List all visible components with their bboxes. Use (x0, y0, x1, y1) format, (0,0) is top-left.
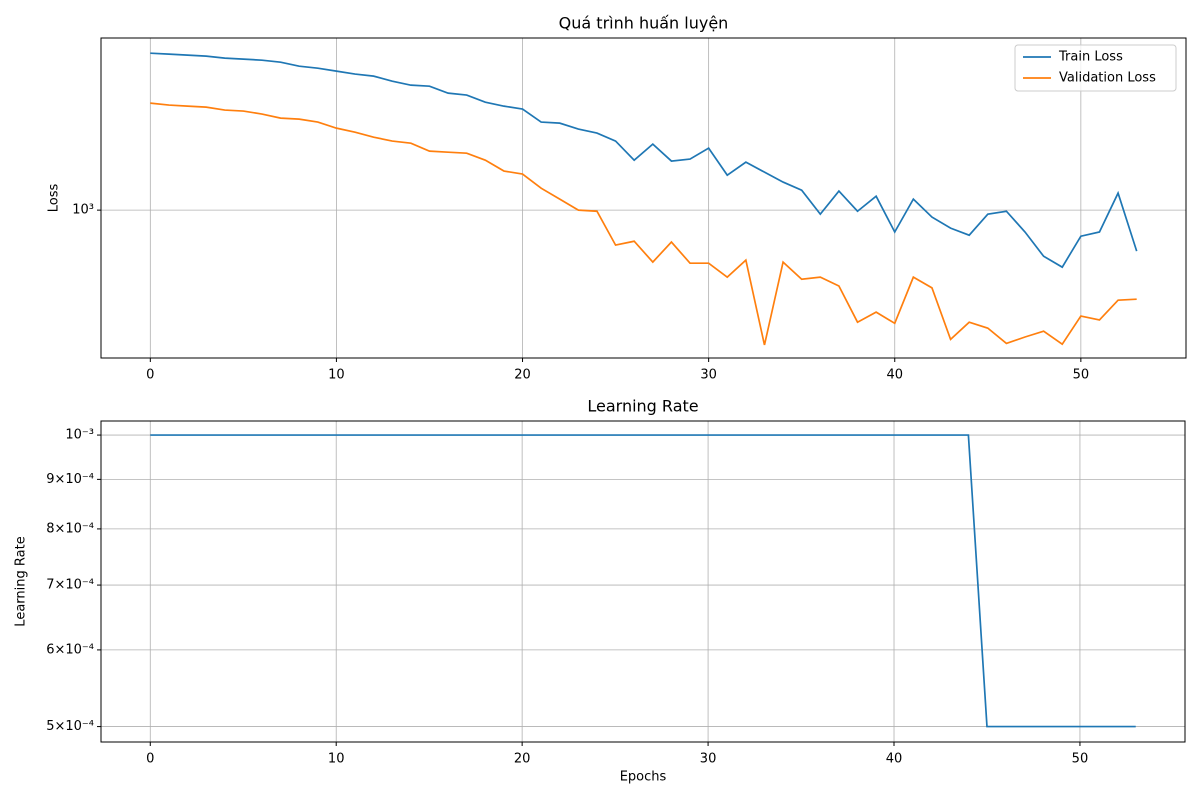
chart-title: Learning Rate (587, 397, 698, 416)
x-tick-label: 30 (700, 752, 717, 767)
x-tick-label: 10 (328, 752, 345, 767)
y-tick-label: 8×10⁻⁴ (46, 521, 94, 536)
y-axis-label: Learning Rate (14, 536, 29, 626)
x-tick-label: 50 (1073, 368, 1090, 383)
y-tick-label: 7×10⁻⁴ (46, 578, 94, 593)
x-tick-label: 20 (514, 752, 531, 767)
data-line (150, 102, 1137, 346)
data-line (150, 52, 1138, 269)
y-tick-label: 5×10⁻⁴ (46, 719, 94, 734)
axes-frame (100, 420, 1186, 743)
x-tick-label: 40 (886, 752, 903, 767)
axes-frame (100, 37, 1187, 359)
y-axis-label: Loss (47, 184, 62, 213)
x-axis-label: Epochs (620, 770, 667, 785)
legend-box (1014, 44, 1177, 92)
data-line (150, 434, 1136, 728)
x-tick-label: 30 (700, 368, 717, 383)
legend-label: Validation Loss (1059, 71, 1156, 86)
legend-label: Train Loss (1058, 50, 1123, 65)
x-tick-label: 50 (1072, 752, 1089, 767)
x-tick-label: 40 (886, 368, 903, 383)
y-tick-label: 10⁻³ (65, 428, 94, 443)
x-tick-label: 0 (146, 368, 154, 383)
y-tick-label: 6×10⁻⁴ (46, 642, 94, 657)
chart-title: Quá trình huấn luyện (559, 14, 729, 33)
y-tick-label: 10³ (72, 203, 94, 218)
y-tick-label: 9×10⁻⁴ (46, 472, 94, 487)
x-tick-label: 10 (328, 368, 345, 383)
x-tick-label: 0 (146, 752, 154, 767)
x-tick-label: 20 (514, 368, 531, 383)
